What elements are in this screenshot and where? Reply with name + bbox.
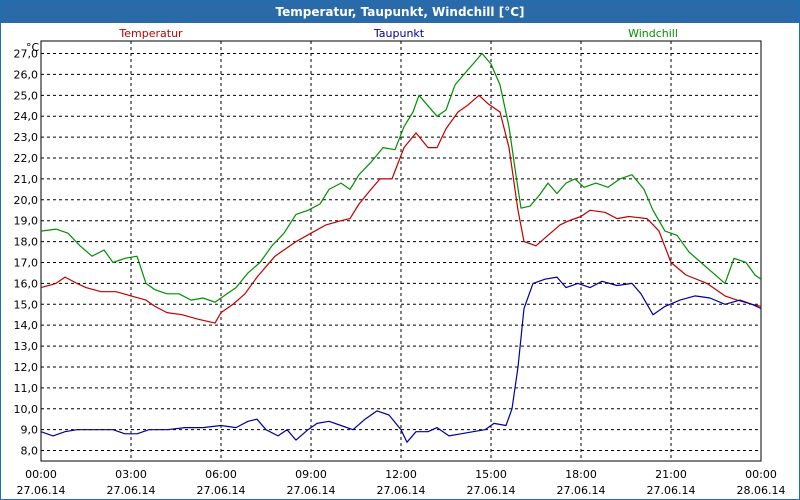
y-tick-label: 21,0 bbox=[14, 173, 39, 186]
y-tick-label: 15,0 bbox=[14, 298, 39, 311]
x-tick-date: 28.06.14 bbox=[737, 484, 786, 497]
y-tick-label: 8,0 bbox=[21, 445, 39, 458]
window-title: Temperatur, Taupunkt, Windchill [°C] bbox=[1, 1, 799, 23]
x-tick-date: 27.06.14 bbox=[557, 484, 606, 497]
chart-legend: Temperatur Taupunkt Windchill bbox=[118, 27, 678, 40]
legend-label-temperatur: Temperatur bbox=[118, 27, 183, 40]
x-tick-date: 27.06.14 bbox=[17, 484, 66, 497]
chart-grid bbox=[41, 41, 761, 461]
y-tick-label: 27,0 bbox=[14, 48, 39, 61]
x-tick-time: 21:00 bbox=[655, 468, 687, 481]
x-tick-date: 27.06.14 bbox=[197, 484, 246, 497]
x-tick-date: 27.06.14 bbox=[107, 484, 156, 497]
y-tick-label: 14,0 bbox=[14, 319, 39, 332]
y-tick-label: 9,0 bbox=[21, 424, 39, 437]
x-tick-time: 00:00 bbox=[25, 468, 57, 481]
y-tick-label: 25,0 bbox=[14, 89, 39, 102]
legend-label-windchill: Windchill bbox=[628, 27, 678, 40]
y-tick-label: 16,0 bbox=[14, 277, 39, 290]
y-tick-label: 20,0 bbox=[14, 194, 39, 207]
x-tick-date: 27.06.14 bbox=[467, 484, 516, 497]
series-line-temperatur bbox=[40, 94, 762, 324]
y-tick-label: 17,0 bbox=[14, 256, 39, 269]
y-tick-label: 24,0 bbox=[14, 110, 39, 123]
legend-label-taupunkt: Taupunkt bbox=[373, 27, 425, 40]
y-tick-label: 26,0 bbox=[14, 68, 39, 81]
y-tick-label: 22,0 bbox=[14, 152, 39, 165]
chart-series bbox=[40, 52, 762, 443]
x-axis-tick-labels: 00:00 27.06.14 03:00 27.06.14 06:00 27.06.14 0… bbox=[17, 468, 786, 497]
series-line-taupunkt bbox=[40, 276, 762, 443]
y-tick-label: 18,0 bbox=[14, 236, 39, 249]
chart-axes bbox=[40, 40, 762, 462]
x-tick-time: 09:00 bbox=[295, 468, 327, 481]
plot-frame bbox=[40, 40, 762, 462]
y-tick-label: 12,0 bbox=[14, 361, 39, 374]
y-tick-label: 13,0 bbox=[14, 340, 39, 353]
x-tick-date: 27.06.14 bbox=[647, 484, 696, 497]
x-tick-time: 03:00 bbox=[115, 468, 147, 481]
x-tick-time: 15:00 bbox=[475, 468, 507, 481]
x-tick-date: 27.06.14 bbox=[287, 484, 336, 497]
x-tick-time: 18:00 bbox=[565, 468, 597, 481]
y-tick-label: 23,0 bbox=[14, 131, 39, 144]
y-tick-label: 10,0 bbox=[14, 403, 39, 416]
series-line-windchill bbox=[40, 52, 762, 303]
x-tick-time: 12:00 bbox=[385, 468, 417, 481]
y-axis-unit-label: °C bbox=[26, 41, 40, 54]
x-tick-time: 06:00 bbox=[205, 468, 237, 481]
y-tick-label: 11,0 bbox=[14, 382, 39, 395]
x-tick-date: 27.06.14 bbox=[377, 484, 426, 497]
y-tick-label: 19,0 bbox=[14, 215, 39, 228]
x-tick-time: 00:00 bbox=[745, 468, 777, 481]
y-axis-tick-labels: 27,0 26,0 25,0 24,0 23,0 22,0 21,0 20,0 19,0 18,0… bbox=[14, 41, 40, 458]
